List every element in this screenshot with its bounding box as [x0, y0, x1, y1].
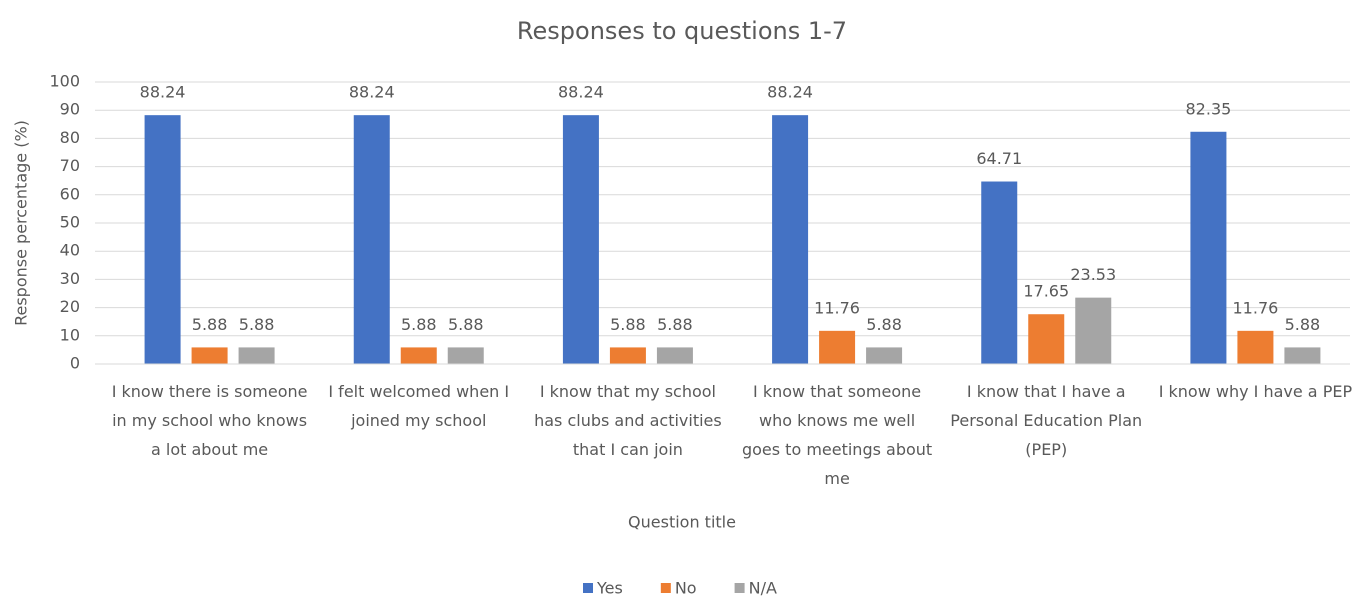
bar: [609, 347, 646, 364]
bar: [144, 115, 181, 364]
data-label: 5.88: [610, 315, 646, 334]
y-axis-label: Response percentage (%): [12, 120, 31, 326]
bar: [1284, 347, 1321, 364]
data-label: 11.76: [1233, 298, 1279, 317]
legend-label: No: [675, 579, 697, 598]
data-label: 5.88: [239, 315, 275, 334]
chart-title: Responses to questions 1-7: [517, 17, 847, 45]
data-label: 5.88: [192, 315, 228, 334]
bar: [1028, 314, 1065, 364]
x-tick-label: I know that I have a Personal Education P…: [950, 382, 1142, 459]
x-tick-label: I know why I have a PEP: [1159, 382, 1353, 401]
bar: [238, 347, 275, 364]
data-label: 17.65: [1023, 282, 1069, 301]
legend-swatch: [734, 583, 745, 593]
x-tick-label: I know there is someone in my school who …: [112, 382, 308, 459]
data-label: 5.88: [1285, 315, 1321, 334]
legend-swatch: [583, 583, 593, 593]
y-tick-label: 0: [70, 354, 80, 373]
data-label: 82.35: [1186, 99, 1232, 118]
y-tick-label: 80: [60, 128, 80, 147]
bar: [447, 347, 484, 364]
bar: [562, 115, 599, 364]
bar: [191, 347, 228, 364]
y-tick-label: 70: [60, 156, 80, 175]
data-label: 88.24: [558, 83, 604, 102]
bar: [353, 115, 390, 364]
data-label: 23.53: [1070, 265, 1116, 284]
y-tick-label: 50: [60, 213, 80, 232]
data-label: 64.71: [976, 149, 1022, 168]
y-tick-label: 40: [60, 241, 80, 260]
legend-label: Yes: [596, 579, 623, 598]
bar: [981, 181, 1018, 364]
data-label: 5.88: [657, 315, 693, 334]
bar: [400, 347, 437, 364]
bar: [819, 330, 856, 364]
data-label: 5.88: [401, 315, 437, 334]
data-label: 5.88: [866, 315, 902, 334]
y-tick-label: 60: [60, 184, 80, 203]
bar: [1237, 330, 1274, 364]
y-tick-label: 30: [60, 269, 80, 288]
bar: [866, 347, 903, 364]
y-tick-label: 100: [49, 72, 80, 91]
legend-swatch: [660, 583, 671, 593]
y-tick-label: 10: [60, 325, 80, 344]
y-tick-label: 20: [60, 297, 80, 316]
bar: [656, 347, 693, 364]
data-label: 5.88: [448, 315, 484, 334]
legend-label: N/A: [749, 579, 777, 598]
x-tick-label: I know that my school has clubs and activ…: [534, 382, 722, 459]
data-label: 88.24: [140, 83, 186, 102]
bar: [1075, 297, 1112, 364]
y-tick-label: 90: [60, 100, 80, 119]
bar: [1190, 131, 1227, 364]
x-tick-label: I know that someone who knows me well goes…: [742, 382, 932, 488]
data-label: 11.76: [814, 298, 860, 317]
data-label: 88.24: [349, 83, 395, 102]
x-axis-label: Question title: [628, 513, 736, 532]
data-label: 88.24: [767, 83, 813, 102]
bar: [772, 115, 809, 364]
